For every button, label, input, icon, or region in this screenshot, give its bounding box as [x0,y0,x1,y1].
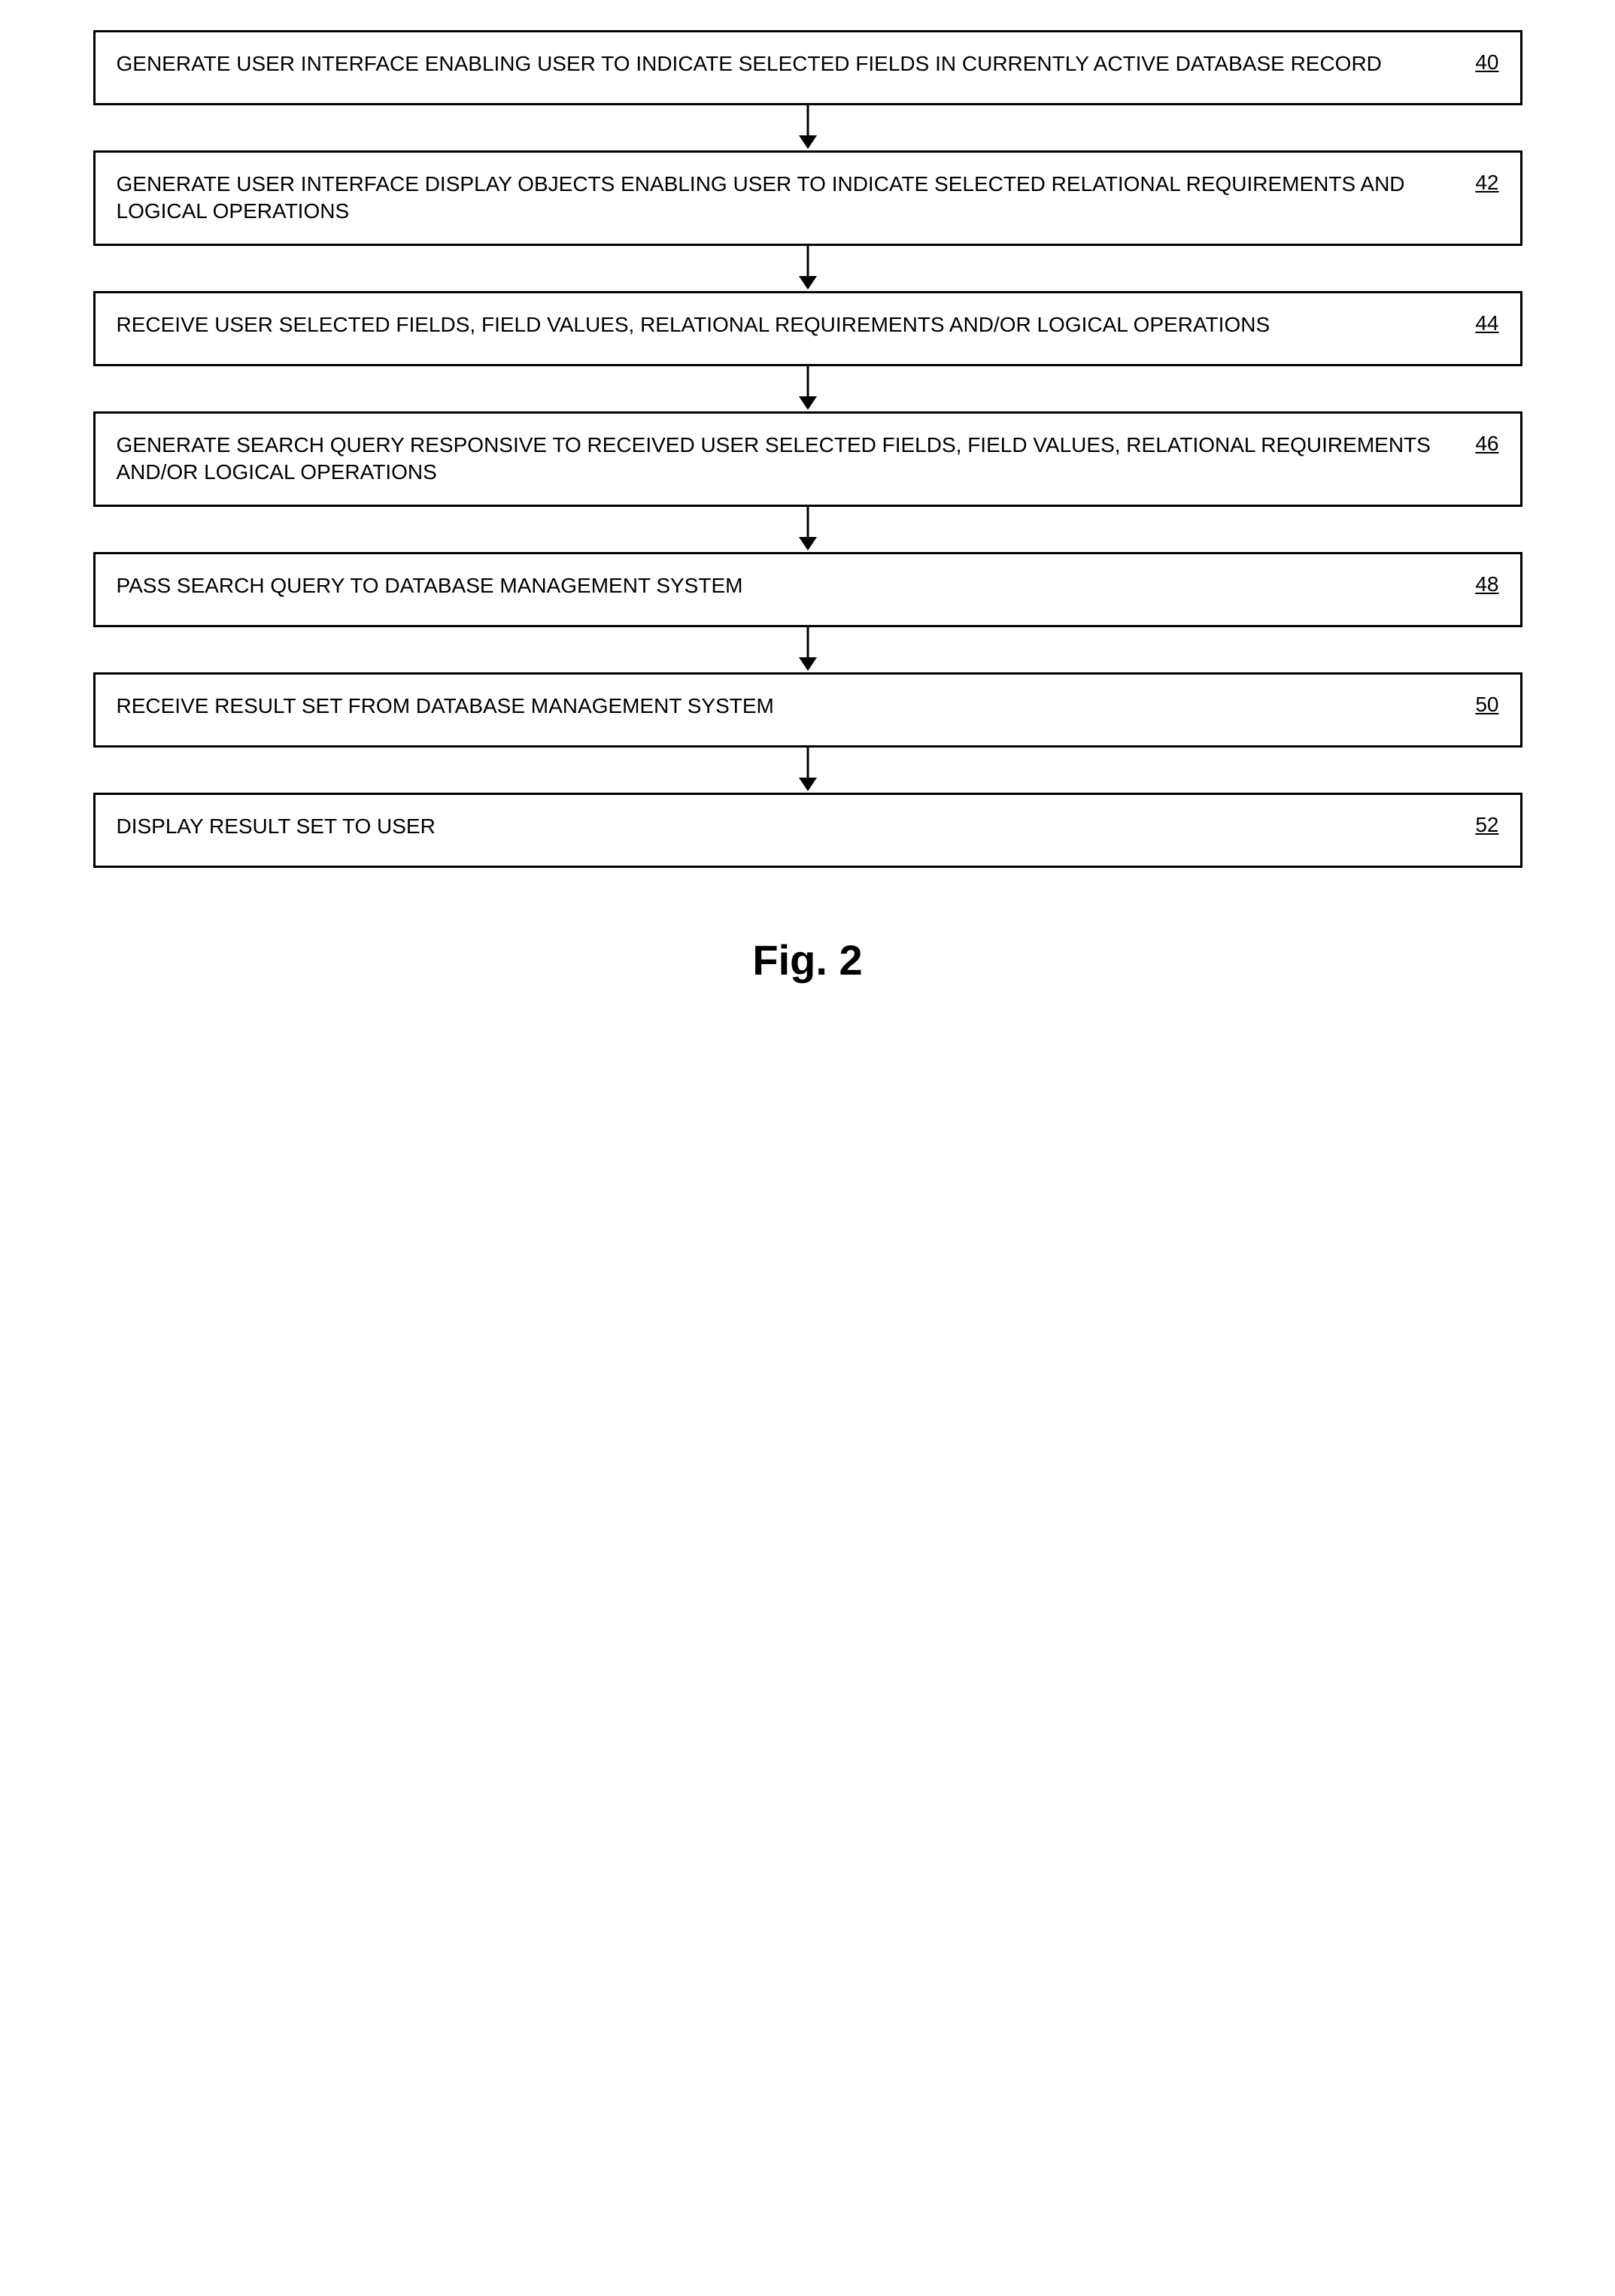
step-text: GENERATE USER INTERFACE ENABLING USER TO… [117,50,1453,77]
arrow-icon [93,105,1522,150]
step-number: 42 [1475,171,1498,195]
flowchart-step: RECEIVE RESULT SET FROM DATABASE MANAGEM… [93,672,1522,748]
step-text: GENERATE SEARCH QUERY RESPONSIVE TO RECE… [117,432,1453,487]
step-number: 48 [1475,572,1498,596]
step-number: 44 [1475,311,1498,335]
arrow-icon [93,627,1522,672]
step-text: PASS SEARCH QUERY TO DATABASE MANAGEMENT… [117,572,1453,599]
flowchart-step: GENERATE SEARCH QUERY RESPONSIVE TO RECE… [93,411,1522,507]
flowchart-step: PASS SEARCH QUERY TO DATABASE MANAGEMENT… [93,552,1522,627]
arrow-icon [93,507,1522,552]
figure-label: Fig. 2 [752,936,862,984]
step-number: 52 [1475,813,1498,837]
step-number: 40 [1475,50,1498,74]
flowchart-step: DISPLAY RESULT SET TO USER 52 [93,793,1522,868]
flowchart-step: GENERATE USER INTERFACE DISPLAY OBJECTS … [93,150,1522,246]
arrow-icon [93,366,1522,411]
step-text: RECEIVE RESULT SET FROM DATABASE MANAGEM… [117,693,1453,720]
step-text: GENERATE USER INTERFACE DISPLAY OBJECTS … [117,171,1453,226]
step-text: DISPLAY RESULT SET TO USER [117,813,1453,840]
arrow-icon [93,748,1522,793]
step-number: 50 [1475,693,1498,717]
arrow-icon [93,246,1522,291]
flowchart-step: RECEIVE USER SELECTED FIELDS, FIELD VALU… [93,291,1522,366]
flowchart-container: GENERATE USER INTERFACE ENABLING USER TO… [93,30,1522,868]
step-number: 46 [1475,432,1498,456]
flowchart-step: GENERATE USER INTERFACE ENABLING USER TO… [93,30,1522,105]
step-text: RECEIVE USER SELECTED FIELDS, FIELD VALU… [117,311,1453,338]
